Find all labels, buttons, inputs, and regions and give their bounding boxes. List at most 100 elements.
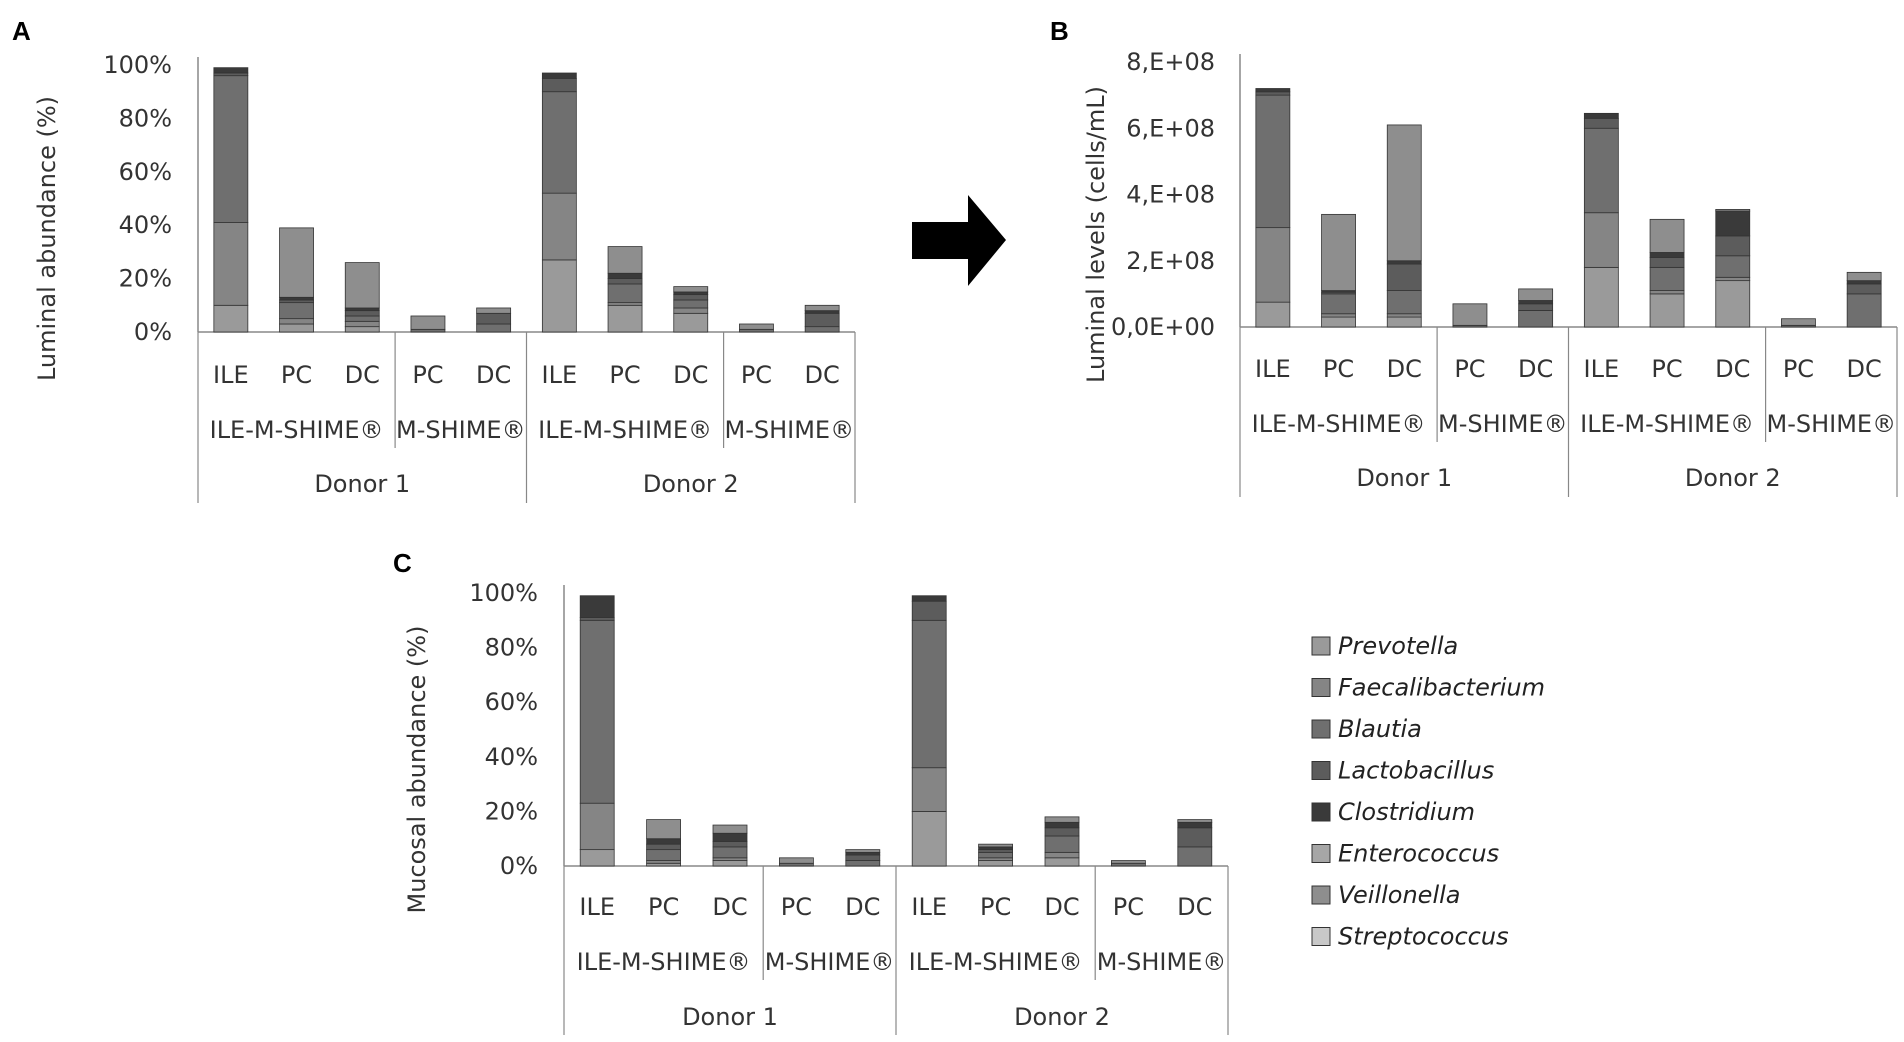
panel-b-bar-segment [1715, 255, 1751, 278]
panel-a-bar-segment [804, 310, 840, 314]
panel-c-donor-label: Donor 2 [1014, 1003, 1110, 1031]
legend-swatch [1311, 885, 1331, 905]
panel-a-bar-segment [541, 91, 577, 194]
panel-c-category-label: PC [781, 893, 812, 921]
panel-a-bar-segment [213, 67, 249, 74]
panel-a-y-tick-label: 20% [119, 265, 172, 293]
legend: Prevotella Faecalibacterium Blautia Lactoba… [1311, 632, 1545, 951]
panel-a-model-label: ILE-M-SHIME® [210, 416, 384, 444]
panel-a-y-tick-label: 60% [119, 158, 172, 186]
panel-a-bar-segment [804, 304, 840, 312]
panel-c-y-tick-label: 60% [485, 688, 538, 716]
panel-a-bar-segment [344, 307, 380, 312]
panel-c-bar-segment [845, 849, 881, 853]
panel-c-category-label: DC [845, 893, 880, 921]
panel-c-bar-segment [646, 843, 681, 851]
panel-a-bar-segment [541, 192, 577, 261]
panel-c-bar-segment [1177, 819, 1213, 823]
panel-c-category-label: DC [1177, 893, 1212, 921]
panel-a-bar-segment [279, 318, 314, 325]
panel-a-y-tick-label: 100% [103, 51, 172, 79]
panel-a-model-label: M-SHIME® [396, 416, 526, 444]
panel-a-category-label: DC [476, 361, 511, 389]
panel-b-model-label: ILE-M-SHIME® [1252, 410, 1426, 438]
panel-a-bar-segment [739, 323, 774, 330]
panel-c-category-label: ILE [579, 893, 615, 921]
panel-a-bar-segment [279, 323, 314, 333]
panel-c-bar-segment [911, 619, 947, 769]
panel-label-b: B [1050, 16, 1069, 46]
panel-c-bar-segment [978, 849, 1013, 853]
panel-b-category-label: DC [1387, 355, 1422, 383]
panel-c-bar-segment [978, 857, 1013, 861]
panel-c-bar-segment [712, 860, 748, 867]
legend-swatch [1311, 802, 1331, 822]
panel-a-bar-segment [673, 286, 709, 293]
panel-b-bar-segment [1255, 301, 1291, 328]
panel-c-bar-segment [579, 849, 615, 867]
panel-a-y-tick-label: 0% [134, 318, 172, 346]
panel-a-bar-segment [213, 222, 249, 306]
panel-a-bar-segment [673, 312, 709, 333]
panel-b-bar-segment [1255, 88, 1291, 93]
panel-b-bar-segment [1321, 293, 1356, 315]
panel-c-bar-segment [1044, 857, 1080, 867]
panel-b-bar-segment [1583, 112, 1619, 119]
legend-swatch [1311, 927, 1331, 946]
panel-c-bar-segment [1044, 816, 1080, 823]
panel-b-category-label: DC [1847, 355, 1882, 383]
panel-b-category-label: PC [1323, 355, 1354, 383]
panel-a-bar-segment [607, 272, 643, 280]
panel-b-model-label: ILE-M-SHIME® [1580, 410, 1754, 438]
panel-b-bar-segment [1583, 117, 1619, 129]
panel-c-bar-segment [712, 824, 748, 834]
panel-c-y-tick-label: 100% [469, 579, 538, 607]
panel-b-bar-segment [1255, 94, 1291, 229]
panel-b-bar-segment [1715, 235, 1751, 257]
panel-c-bar-segment [779, 857, 814, 864]
legend-entry: Clostridium [1338, 798, 1475, 826]
panel-b-y-tick-label: 0,0E+00 [1111, 313, 1215, 341]
panel-a-bar-segment [279, 296, 314, 301]
panel-c-bar-segment [1044, 851, 1080, 859]
panel-a-donor-label: Donor 2 [643, 470, 739, 498]
panel-b-bar-segment [1518, 303, 1554, 311]
panel-a-category-label: PC [741, 361, 772, 389]
legend-entry: Veillonella [1338, 881, 1460, 909]
panel-a-category-label: PC [412, 361, 443, 389]
legend-entry: Streptococcus [1338, 923, 1509, 951]
legend-swatch [1311, 678, 1331, 697]
chart-panel-a: 0% 20% 40% 60% 80% 100% Luminal abundance (%) I… [33, 51, 856, 503]
panel-b-bar-segment [1386, 290, 1422, 315]
panel-c-category-label: DC [1044, 893, 1079, 921]
arrow-right-icon [912, 195, 1006, 286]
panel-a-bar-segment [344, 310, 380, 317]
panel-c-y-tick-label: 40% [485, 743, 538, 771]
panel-a-bar-segment [673, 307, 709, 314]
panel-c-bar-segment [712, 832, 748, 842]
panel-c-y-tick-label: 20% [485, 797, 538, 825]
panel-a-donor-label: Donor 1 [314, 470, 410, 498]
panel-b-donor-label: Donor 1 [1356, 464, 1452, 492]
legend-swatch [1311, 844, 1331, 863]
panel-a-category-label: ILE [213, 361, 249, 389]
panel-a-category-label: DC [673, 361, 708, 389]
panel-b-bar-segment [1649, 266, 1685, 291]
panel-a-bar-segment [476, 307, 512, 314]
panel-c-bar-segment [1111, 860, 1146, 864]
panel-b-y-tick-label: 2,E+08 [1126, 247, 1215, 275]
panel-a-y-tick-label: 80% [119, 104, 172, 132]
panel-b-bar-segment [1583, 127, 1619, 214]
panel-c-model-label: ILE-M-SHIME® [909, 948, 1083, 976]
legend-swatch [1311, 636, 1331, 656]
panel-b-bar-segment [1715, 209, 1751, 212]
panel-a-bar-segment [607, 304, 643, 333]
panel-c-bar-segment [1044, 827, 1080, 837]
panel-c-bar-segment [1044, 835, 1080, 853]
panel-a-bar-segment [344, 320, 380, 328]
panel-a-bar-segment [804, 312, 840, 328]
panel-c-bar-segment [646, 849, 681, 861]
panel-c-model-label: ILE-M-SHIME® [577, 948, 751, 976]
panel-label-a: A [12, 16, 31, 46]
